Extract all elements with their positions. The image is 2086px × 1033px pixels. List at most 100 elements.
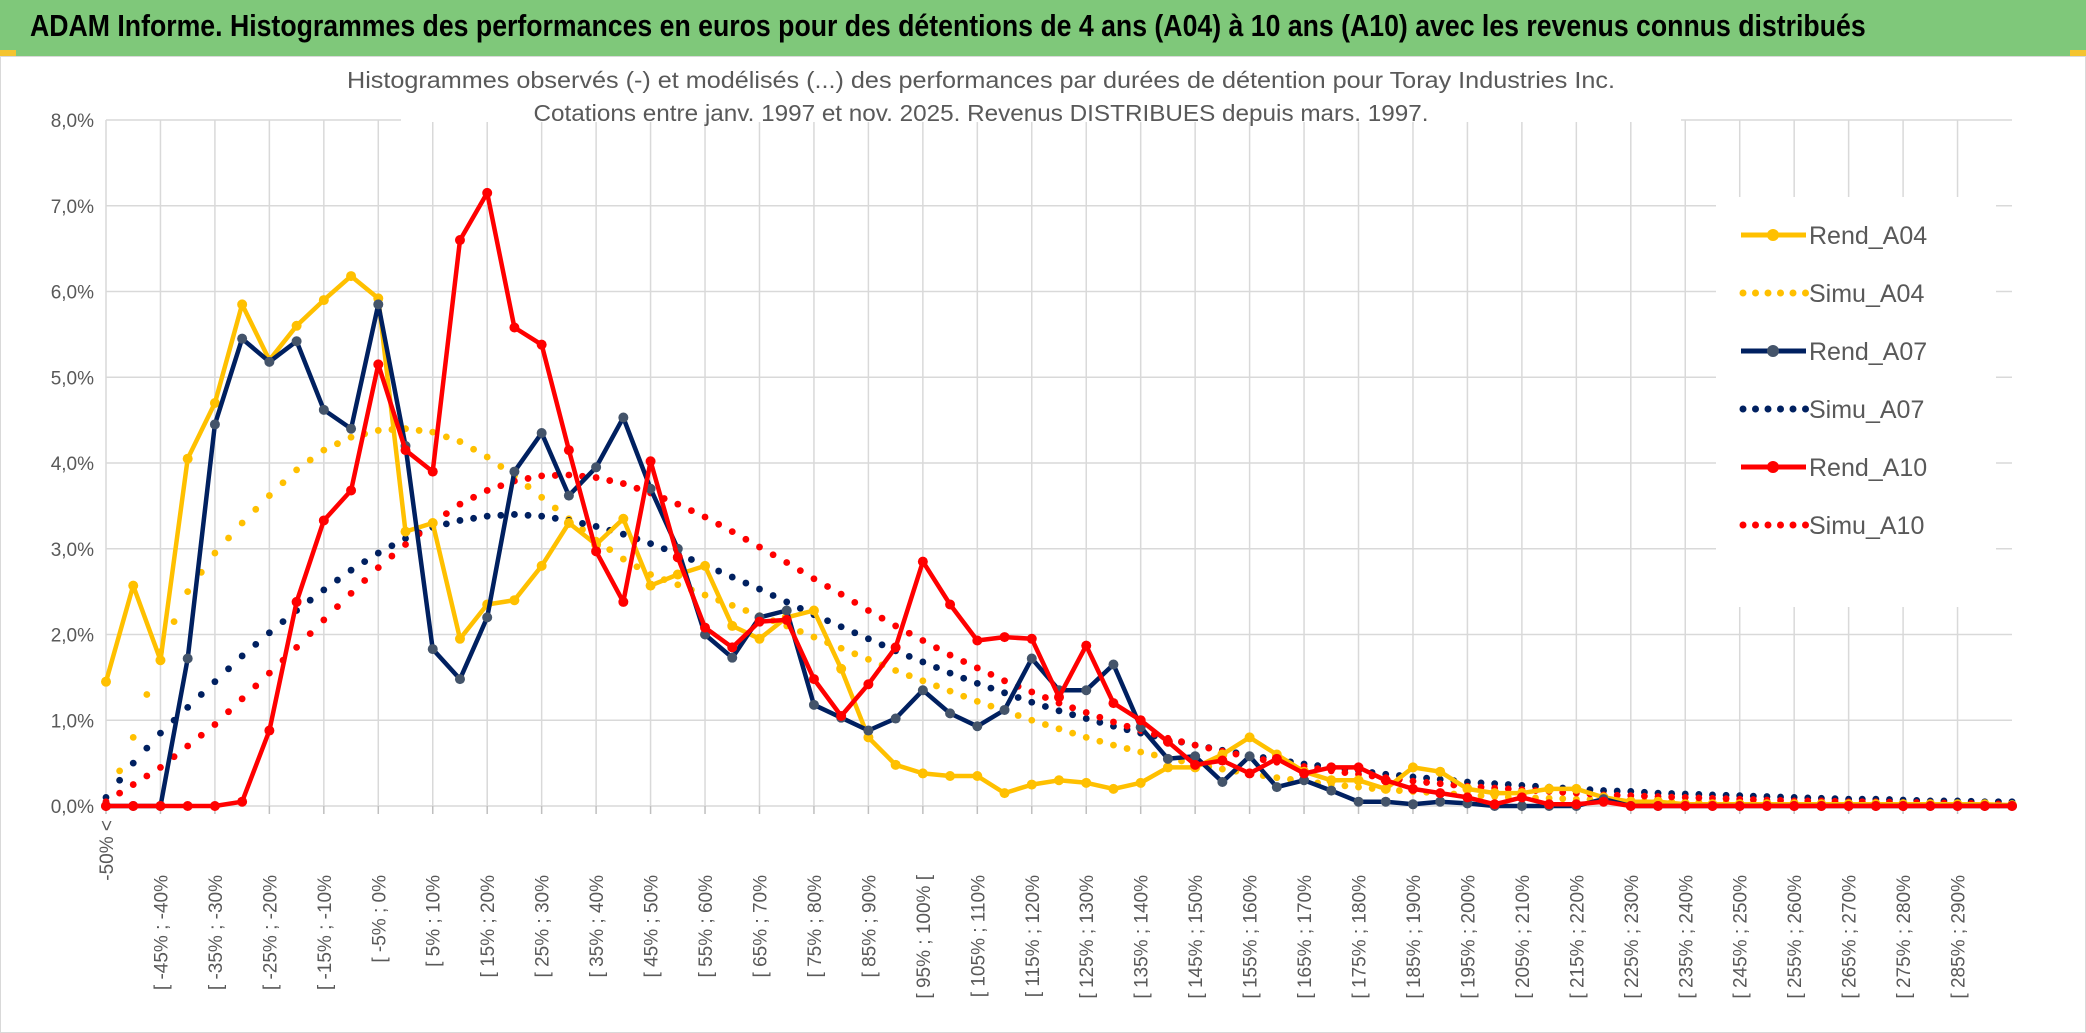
data-point — [237, 299, 248, 310]
data-point — [1722, 795, 1730, 803]
data-point — [688, 556, 695, 563]
data-point — [334, 576, 341, 584]
data-point — [497, 463, 505, 470]
data-point — [1299, 768, 1310, 779]
data-point — [291, 320, 302, 331]
legend-swatch-dot — [1789, 289, 1797, 297]
data-point — [538, 472, 546, 480]
data-point — [905, 629, 913, 637]
data-point — [1435, 766, 1446, 777]
data-point — [1108, 698, 1119, 709]
legend-swatch-dot — [1739, 521, 1747, 529]
y-tick-label: 8,0% — [51, 111, 94, 132]
data-point — [1641, 792, 1648, 800]
legend-swatch-dot — [1789, 405, 1797, 413]
y-tick-label: 4,0% — [51, 454, 94, 475]
data-point — [865, 655, 872, 663]
data-point — [1668, 793, 1676, 801]
legend-swatch-dot — [1802, 289, 1809, 297]
data-point — [728, 573, 736, 581]
data-point — [960, 674, 968, 682]
data-point — [769, 592, 777, 599]
data-point — [851, 650, 859, 658]
data-point — [1761, 801, 1772, 811]
legend-item-Simu_A07: Simu_A07 — [1739, 396, 1924, 424]
data-point — [497, 511, 505, 519]
data-point — [1544, 783, 1555, 794]
data-point — [1380, 796, 1391, 807]
x-tick-label: [ 55% ; 60% — [696, 875, 717, 978]
data-point — [209, 801, 220, 811]
data-point — [238, 695, 246, 703]
x-tick-label: [ -45% ; -40% — [151, 875, 172, 990]
legend-label: Rend_A04 — [1809, 222, 1927, 250]
data-point — [442, 510, 450, 517]
data-point — [618, 596, 629, 607]
data-point — [454, 235, 465, 246]
data-point — [536, 339, 547, 350]
data-point — [538, 493, 546, 501]
legend-swatch-dot — [1764, 521, 1772, 529]
data-point — [1395, 787, 1403, 794]
data-point — [1244, 768, 1255, 779]
data-point — [945, 770, 956, 781]
y-tick-label: 2,0% — [51, 626, 94, 647]
data-point — [129, 759, 137, 767]
data-point — [1054, 692, 1064, 703]
data-point — [960, 692, 968, 700]
data-point — [1326, 775, 1337, 786]
data-point — [796, 604, 804, 612]
x-tick-label: [ -35% ; -30% — [206, 875, 227, 990]
data-point — [863, 725, 874, 736]
data-point — [727, 652, 738, 663]
data-point — [987, 670, 995, 678]
x-tick-label: [ 285% ; 290% — [1949, 875, 1970, 999]
legend-marker — [1767, 345, 1779, 357]
data-point — [824, 617, 831, 625]
data-point — [563, 518, 574, 529]
data-point — [1407, 799, 1418, 810]
data-point — [1462, 792, 1473, 803]
data-point — [456, 438, 464, 445]
x-tick-label: [ 85% ; 90% — [859, 875, 880, 978]
data-point — [511, 511, 518, 518]
data-point — [645, 580, 656, 591]
data-point — [116, 767, 124, 775]
y-tick-label: 1,0% — [51, 711, 94, 732]
data-point — [1123, 722, 1131, 730]
data-point — [237, 796, 248, 807]
data-point — [483, 453, 491, 461]
data-point — [536, 427, 547, 438]
data-point — [917, 768, 928, 779]
data-point — [756, 543, 763, 551]
data-point — [1162, 753, 1173, 764]
legend-label: Simu_A07 — [1809, 396, 1924, 424]
data-point — [497, 482, 505, 490]
data-point — [865, 607, 872, 614]
data-point — [946, 687, 954, 695]
data-point — [700, 560, 711, 571]
data-point — [633, 563, 641, 571]
data-point — [291, 596, 302, 607]
data-point — [209, 397, 220, 408]
data-point — [155, 801, 166, 811]
data-point — [917, 685, 928, 696]
data-point — [865, 635, 872, 643]
data-point — [1082, 709, 1090, 716]
data-point — [427, 518, 438, 529]
legend-swatch-dot — [1764, 289, 1772, 297]
data-point — [361, 577, 369, 584]
data-point — [999, 632, 1010, 643]
data-point — [781, 614, 792, 625]
data-point — [606, 477, 614, 484]
histogram-chart: 0,0% 1,0% 2,0% 3,0% 4,0% 5,0% 6,0% 7,0% 8,0% -50%… — [51, 62, 2017, 999]
data-point — [1898, 801, 1909, 811]
legend-swatch-dot — [1752, 521, 1759, 529]
data-point — [618, 412, 629, 423]
data-point — [238, 652, 246, 660]
data-point — [524, 475, 532, 482]
legend-swatch-dot — [1764, 405, 1772, 413]
data-point — [1150, 751, 1158, 759]
x-tick-label: [ 135% ; 140% — [1132, 875, 1153, 999]
data-point — [672, 569, 683, 580]
